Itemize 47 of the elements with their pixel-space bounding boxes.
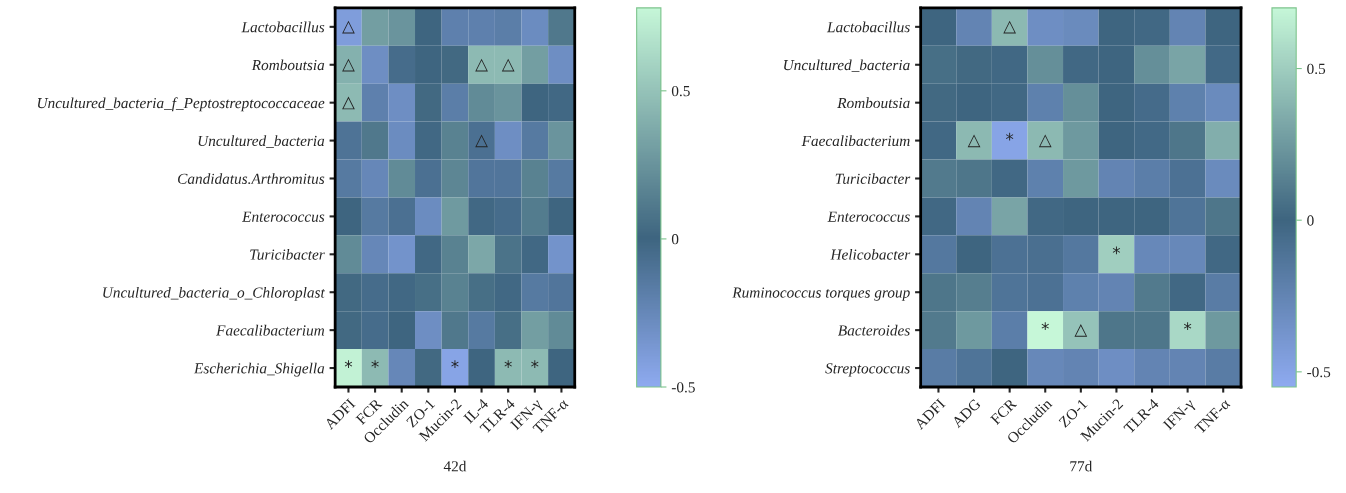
y-tick-label: Faecalibacterium — [216, 324, 325, 336]
y-tick-label: Streptococcus — [825, 363, 910, 377]
y-tick-label: Romboutsia — [251, 59, 325, 71]
data-label: * — [1005, 132, 1014, 141]
y-tick-label: Turicibacter — [835, 173, 911, 184]
data-label: * — [531, 360, 539, 368]
color-bar-label: 0.5 — [1307, 63, 1326, 75]
data-label: * — [1041, 322, 1049, 330]
y-tick-label: Ruminococcus torques group — [732, 287, 910, 301]
data-label: △ — [342, 96, 355, 110]
data-label: * — [371, 360, 379, 368]
data-label: △ — [1038, 134, 1052, 148]
y-tick-label: Lactobacillus — [241, 21, 325, 33]
y-tick-label: Uncultured_bacteria_o_Chloroplast — [103, 286, 326, 301]
y-tick-label: Enterococcus — [827, 211, 910, 222]
data-label: △ — [342, 20, 355, 34]
y-tick-label: Enterococcus — [241, 211, 325, 222]
color-bar-label: -0.5 — [671, 382, 695, 393]
data-label: △ — [475, 134, 488, 148]
data-label: * — [1112, 246, 1121, 255]
y-tick-label: Turicibacter — [250, 249, 325, 260]
data-label: △ — [967, 134, 981, 148]
x-axis-title: 77d — [1070, 460, 1093, 472]
data-label: △ — [501, 58, 515, 72]
data-label: * — [451, 360, 459, 368]
color-bar-label: -0.5 — [1307, 366, 1331, 378]
x-axis-title: 42d — [443, 460, 467, 472]
y-tick-label: Uncultured_bacteria — [198, 135, 325, 148]
y-tick-label: Helicobacter — [830, 249, 911, 260]
data-label: △ — [475, 58, 488, 72]
data-label: △ — [1074, 324, 1088, 337]
y-tick-label: Uncultured_bacteria — [784, 59, 910, 73]
color-bar-label: 0 — [671, 234, 679, 245]
data-label: △ — [1003, 20, 1017, 34]
data-label: * — [504, 360, 512, 368]
y-tick-label: Candidatus.Arthromitus — [178, 173, 325, 185]
y-tick-label: Faecalibacterium — [801, 135, 910, 147]
y-tick-label: Uncultured_bacteria_f_Peptostreptococcaceae — [37, 97, 325, 112]
color-bar-label: 0.5 — [671, 85, 690, 97]
y-tick-label: Lactobacillus — [826, 21, 910, 33]
data-label: * — [1183, 322, 1192, 330]
data-label: △ — [342, 58, 355, 72]
data-label: * — [344, 360, 353, 368]
y-tick-label: Romboutsia — [837, 97, 910, 109]
y-tick-label: Bacteroides — [837, 324, 910, 336]
y-tick-label: Escherichia_Shigella — [193, 362, 325, 377]
color-bar-label: 0 — [1307, 215, 1314, 226]
